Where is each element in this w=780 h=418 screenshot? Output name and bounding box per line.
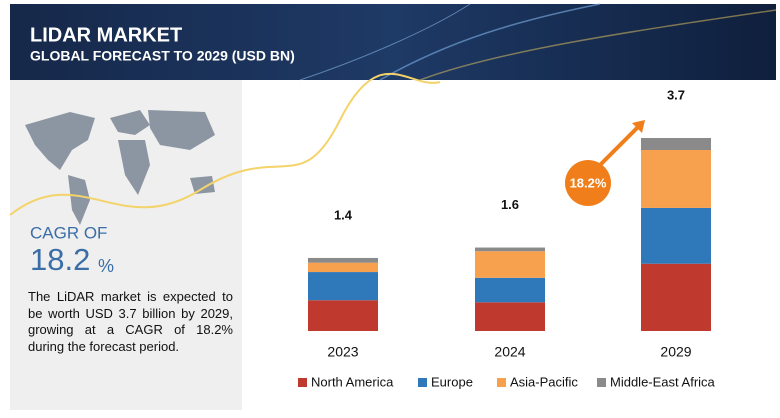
cagr-bubble-label: 18.2%: [570, 175, 607, 190]
bar-segment: [308, 257, 378, 263]
trend-curve: [9, 72, 441, 216]
title: LIDAR MARKET: [30, 24, 182, 46]
bar-segment: [308, 272, 378, 301]
bar-segment: [641, 207, 711, 264]
legend-swatch: [597, 378, 606, 387]
bar-segment: [641, 138, 711, 150]
x-tick-label: 2024: [494, 344, 525, 360]
light-streak: [379, 3, 601, 81]
total-label: 1.4: [334, 207, 353, 222]
legend-label: Asia-Pacific: [510, 374, 578, 389]
legend-label: North America: [311, 374, 394, 389]
header-band: [10, 4, 776, 80]
cagr-unit: %: [98, 256, 114, 276]
bar-segment: [641, 263, 711, 331]
cagr-label: CAGR OF: [30, 223, 107, 242]
legend-swatch: [298, 378, 307, 387]
bar-segment: [475, 302, 545, 331]
light-streak: [419, 9, 777, 81]
x-tick-label: 2029: [660, 344, 691, 360]
total-label: 1.6: [501, 197, 519, 212]
description: The LiDAR market is expected to be worth…: [28, 289, 233, 354]
bar-segment: [475, 251, 545, 278]
growth-arrow-head: [632, 120, 645, 133]
world-map: [25, 110, 215, 225]
legend-swatch: [497, 378, 506, 387]
legend-label: Middle-East Africa: [610, 374, 716, 389]
cagr-value: 18.2: [30, 242, 90, 277]
bar-segment: [308, 300, 378, 331]
legend-swatch: [418, 378, 427, 387]
legend-label: Europe: [431, 374, 473, 389]
subtitle: GLOBAL FORECAST TO 2029 (USD BN): [30, 48, 295, 64]
x-tick-label: 2023: [327, 344, 358, 360]
bar-segment: [641, 149, 711, 208]
light-streak: [299, 3, 471, 81]
total-label: 3.7: [667, 87, 685, 102]
bar-segment: [475, 247, 545, 252]
bar-segment: [308, 262, 378, 273]
cagr-bubble: [565, 160, 611, 206]
bar-segment: [475, 277, 545, 303]
